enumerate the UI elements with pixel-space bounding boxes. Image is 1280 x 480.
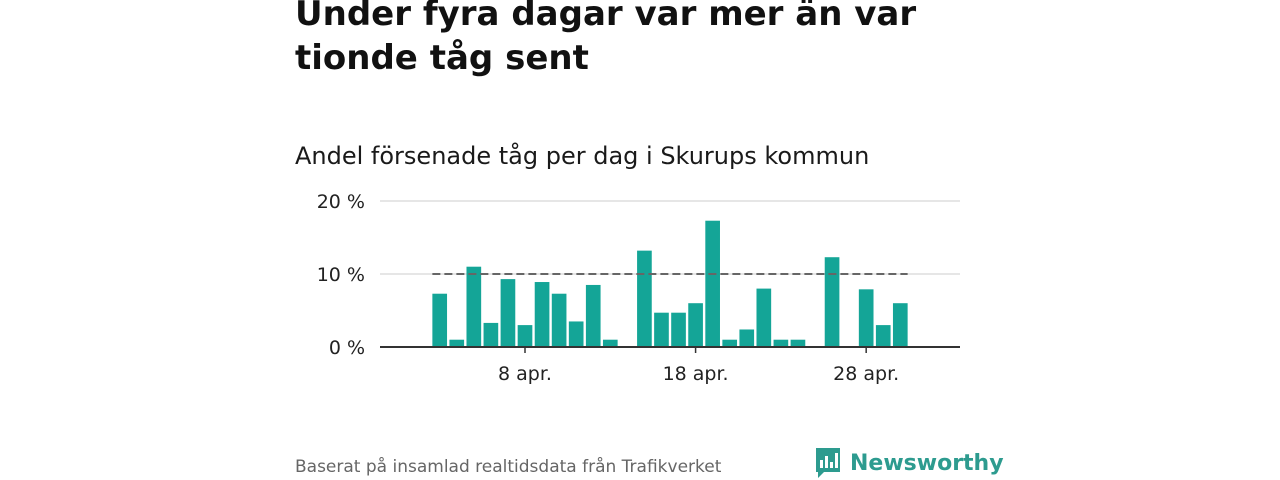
bar bbox=[824, 257, 840, 347]
bar bbox=[568, 321, 584, 347]
y-tick-label: 0 % bbox=[329, 337, 365, 359]
bar bbox=[432, 293, 448, 347]
bar bbox=[449, 339, 465, 347]
newsworthy-logo: Newsworthy bbox=[814, 446, 1004, 480]
logo-text: Newsworthy bbox=[850, 450, 1004, 476]
y-tick-label: 10 % bbox=[317, 264, 365, 286]
bar bbox=[517, 325, 533, 347]
bar bbox=[637, 250, 652, 347]
newsworthy-chart-bubble-icon bbox=[816, 448, 840, 478]
x-tick-label: 28 apr. bbox=[833, 363, 899, 385]
bar bbox=[875, 325, 891, 347]
bars bbox=[432, 220, 908, 347]
y-tick-label: 20 % bbox=[317, 191, 365, 213]
bar bbox=[756, 288, 772, 347]
bar bbox=[534, 282, 550, 347]
bar bbox=[892, 303, 908, 347]
bar bbox=[654, 312, 669, 347]
x-tick-label: 8 apr. bbox=[498, 363, 552, 385]
bar bbox=[585, 284, 601, 347]
bar bbox=[466, 266, 482, 347]
bar bbox=[500, 279, 516, 347]
bar bbox=[739, 329, 755, 347]
bar bbox=[790, 339, 806, 347]
bar bbox=[722, 339, 738, 347]
chart-title: Under fyra dagar var mer än var tionde t… bbox=[295, 0, 917, 78]
bar bbox=[705, 220, 720, 347]
bar bbox=[551, 293, 567, 347]
bar bbox=[671, 312, 686, 347]
bar bbox=[773, 339, 789, 347]
bar bbox=[858, 289, 874, 347]
chart-subtitle: Andel försenade tåg per dag i Skurups ko… bbox=[295, 142, 870, 170]
x-tick-label: 18 apr. bbox=[663, 363, 729, 385]
bar bbox=[688, 303, 703, 347]
axes: 0 % 10 % 20 % 8 apr. 18 apr. 28 apr. bbox=[317, 191, 960, 385]
bar bbox=[483, 322, 499, 347]
bar bbox=[602, 339, 618, 347]
grid-lines bbox=[380, 200, 960, 275]
source-note: Baserat på insamlad realtidsdata från Tr… bbox=[295, 457, 722, 477]
